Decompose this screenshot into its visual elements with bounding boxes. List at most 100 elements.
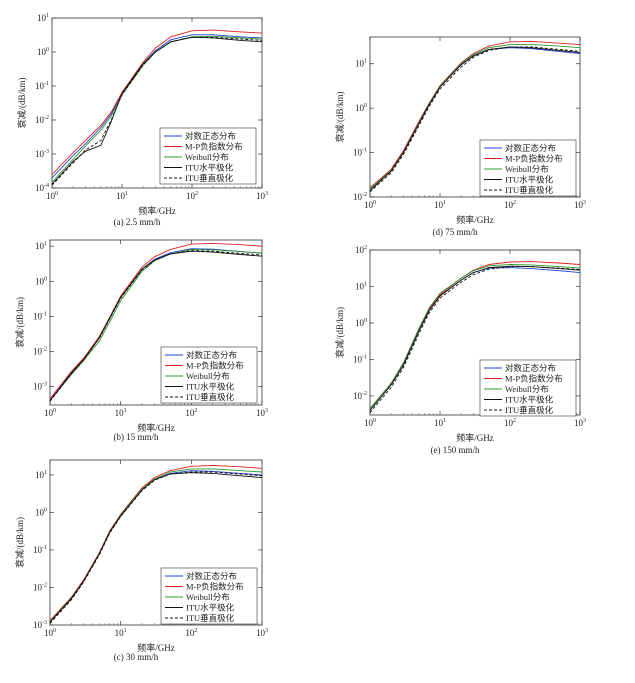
legend-label: M-P负指数分布: [185, 142, 243, 152]
y-tick-label: 10-1: [33, 311, 47, 321]
panel-a: 100 101 102 103 10-4 10-3 10-2 10-1 100 101 衰减/(dB…: [16, 13, 268, 227]
y-tick-label: 101: [35, 470, 47, 480]
plot-frame: [51, 17, 263, 189]
series-line-Weibull分布: [369, 264, 581, 409]
y-tick-label: 101: [35, 241, 47, 251]
panel-caption: (c) 30 mm/h: [114, 652, 159, 662]
legend-label: 对数正态分布: [186, 350, 237, 360]
series-group: [49, 242, 263, 402]
x-tick-label: 102: [185, 628, 197, 638]
y-tick-label: 10-1: [353, 148, 367, 158]
series-line-ITU水平极化: [369, 46, 581, 191]
legend-label: ITU垂直极化: [185, 173, 234, 183]
x-tick-label: 100: [364, 200, 376, 210]
legend-box: [479, 359, 577, 417]
x-tick-label: 102: [504, 200, 516, 210]
series-line-Weibull分布: [49, 249, 263, 401]
x-tick-label: 101: [115, 408, 127, 418]
legend-label: Weibull分布: [186, 592, 230, 602]
series-group: [369, 261, 581, 413]
plot-frame: [369, 36, 581, 198]
series-line-ITU垂直极化: [49, 471, 263, 624]
x-axis-label: 频率/GHz: [137, 422, 175, 433]
y-ticks: 10-4 10-3 10-2 10-1 100 101: [35, 13, 262, 193]
x-tick-label: 102: [186, 191, 198, 201]
legend-label: M-P负指数分布: [186, 582, 244, 592]
panel-e: 100 101 102 103 10-2 10-1 100 101 102 衰减/(dB/km) 频…: [334, 245, 586, 455]
y-tick-label: 10-2: [353, 391, 367, 401]
panel-caption: (e) 150 mm/h: [431, 445, 480, 455]
series-line-Weibull分布: [51, 35, 263, 183]
y-ticks: 10-2 10-1 100 101: [353, 59, 580, 202]
y-tick-label: 10-2: [35, 115, 49, 125]
x-tick-label: 103: [574, 200, 586, 210]
y-tick-label: 102: [355, 245, 367, 255]
x-axis-label: 频率/GHz: [137, 642, 175, 653]
series-line-ITU垂直极化: [49, 250, 263, 402]
y-axis-label: 衰减/(dB/km): [334, 307, 345, 358]
legend-label: M-P负指数分布: [186, 361, 244, 371]
legend-label: ITU水平极化: [185, 163, 234, 173]
y-ticks: 10-2 10-1 100 101 102: [353, 245, 580, 401]
series-line-M-P负指数分布: [369, 40, 581, 189]
series-group: [369, 40, 581, 193]
y-axis-label: 衰减/(dB/km): [14, 517, 25, 568]
x-axis-label: 频率/GHz: [456, 432, 494, 443]
legend-box: [160, 567, 258, 625]
y-tick-label: 100: [35, 507, 47, 517]
legend-label: ITU垂直极化: [186, 613, 235, 623]
x-ticks: 100 101 102 103: [46, 18, 268, 201]
series-line-ITU水平极化: [49, 250, 263, 401]
y-axis-label: 衰减/(dB/km): [14, 297, 25, 348]
x-tick-label: 103: [256, 408, 268, 418]
legend-label: Weibull分布: [505, 384, 549, 394]
x-tick-label: 102: [504, 418, 516, 428]
series-line-ITU水平极化: [51, 36, 263, 185]
plot-frame: [369, 249, 581, 416]
x-tick-label: 100: [44, 628, 56, 638]
series-line-M-P负指数分布: [49, 242, 263, 400]
y-tick-label: 100: [355, 318, 367, 328]
x-ticks: 100 101 102 103: [364, 37, 586, 210]
legend-box: [159, 127, 257, 185]
panels-root: 100 101 102 103 10-4 10-3 10-2 10-1 100 101 衰减/(dB…: [14, 13, 586, 662]
series-line-ITU水平极化: [49, 472, 263, 623]
legend-label: 对数正态分布: [505, 363, 556, 373]
y-tick-label: 10-3: [33, 620, 47, 630]
y-tick-label: 10-2: [353, 192, 367, 202]
y-tick-label: 101: [355, 281, 367, 291]
legend-label: M-P负指数分布: [505, 154, 563, 164]
x-ticks: 100 101 102 103: [44, 240, 268, 418]
y-tick-label: 10-1: [35, 81, 49, 91]
y-tick-label: 10-3: [35, 149, 49, 159]
y-tick-label: 100: [37, 47, 49, 57]
panel-caption: (a) 2.5 mm/h: [114, 217, 161, 227]
y-axis-label: 衰减/(dB/km): [16, 77, 27, 128]
legend-label: ITU水平极化: [186, 603, 235, 613]
legend-label: ITU水平极化: [505, 175, 554, 185]
y-tick-label: 100: [35, 276, 47, 286]
x-axis-label: 频率/GHz: [456, 214, 494, 225]
y-tick-label: 101: [37, 13, 49, 23]
legend-label: ITU垂直极化: [505, 405, 554, 415]
plot-frame: [49, 239, 263, 406]
x-tick-label: 100: [364, 418, 376, 428]
series-line-M-P负指数分布: [49, 464, 263, 622]
y-tick-label: 10-1: [33, 545, 47, 555]
x-tick-label: 101: [434, 200, 446, 210]
series-line-ITU垂直极化: [369, 266, 581, 413]
y-tick-label: 10-4: [35, 183, 49, 193]
legend-label: 对数正态分布: [185, 131, 236, 141]
y-tick-label: 10-2: [33, 347, 47, 357]
legend-label: Weibull分布: [505, 164, 549, 174]
x-tick-label: 101: [116, 191, 128, 201]
series-line-ITU垂直极化: [369, 46, 581, 193]
legend-label: Weibull分布: [186, 371, 230, 381]
legend-label: ITU水平极化: [505, 395, 554, 405]
